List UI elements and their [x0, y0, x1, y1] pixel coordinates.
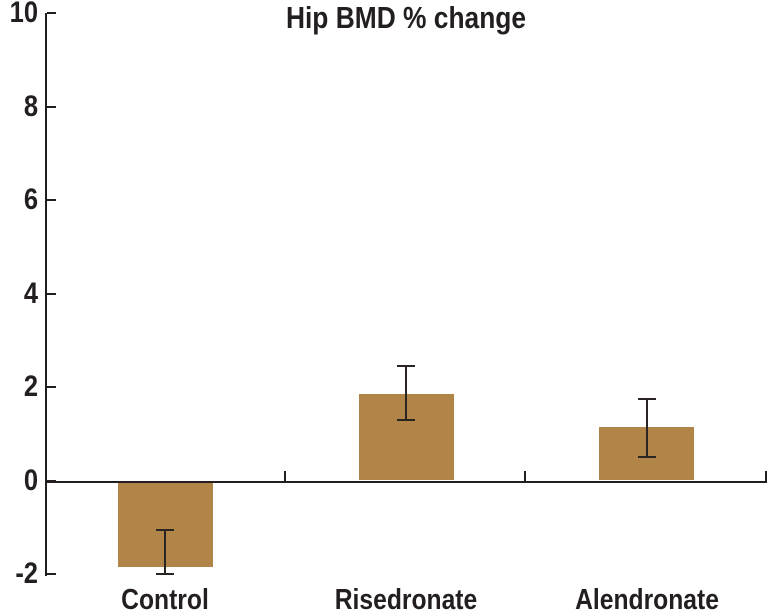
y-tick	[47, 386, 56, 388]
error-bar-cap-bottom	[637, 456, 656, 459]
y-axis-line	[45, 13, 47, 576]
y-tick-label: 6	[23, 183, 38, 216]
error-bar-cap-top	[637, 397, 656, 400]
y-tick	[47, 573, 56, 575]
x-tick	[765, 470, 767, 481]
x-axis-line	[45, 480, 767, 483]
y-tick-label: 0	[23, 463, 38, 497]
error-bar-cap-top	[397, 364, 415, 367]
y-tick-label: 2	[23, 370, 38, 403]
x-tick	[524, 470, 527, 481]
y-tick	[47, 105, 56, 108]
x-category-label: Risedronate	[334, 584, 478, 616]
y-tick	[47, 199, 56, 201]
y-tick-label: 8	[23, 89, 38, 123]
x-axis-labels: Control Risedronate Alendronate	[45, 584, 767, 616]
x-category-label: Alendronate	[574, 584, 719, 616]
x-tick	[283, 470, 286, 481]
y-tick-label: 4	[23, 276, 38, 310]
error-bar-cap-bottom	[397, 418, 415, 421]
x-category-label: Control	[121, 584, 210, 616]
plot-area	[45, 12, 767, 576]
y-axis-labels: 10 8 6 4 2 0 -2	[0, 0, 38, 589]
y-tick-label: 10	[9, 0, 38, 29]
error-bar-line	[164, 529, 167, 574]
y-tick	[47, 12, 56, 14]
error-bar-line	[645, 398, 648, 458]
y-tick-label: -2	[15, 557, 38, 590]
error-bar-line	[405, 365, 407, 420]
error-bar-cap-top	[156, 528, 175, 531]
y-tick	[47, 292, 56, 295]
chart-title: Hip BMD % change	[285, 0, 527, 35]
error-bar-cap-bottom	[156, 573, 175, 575]
